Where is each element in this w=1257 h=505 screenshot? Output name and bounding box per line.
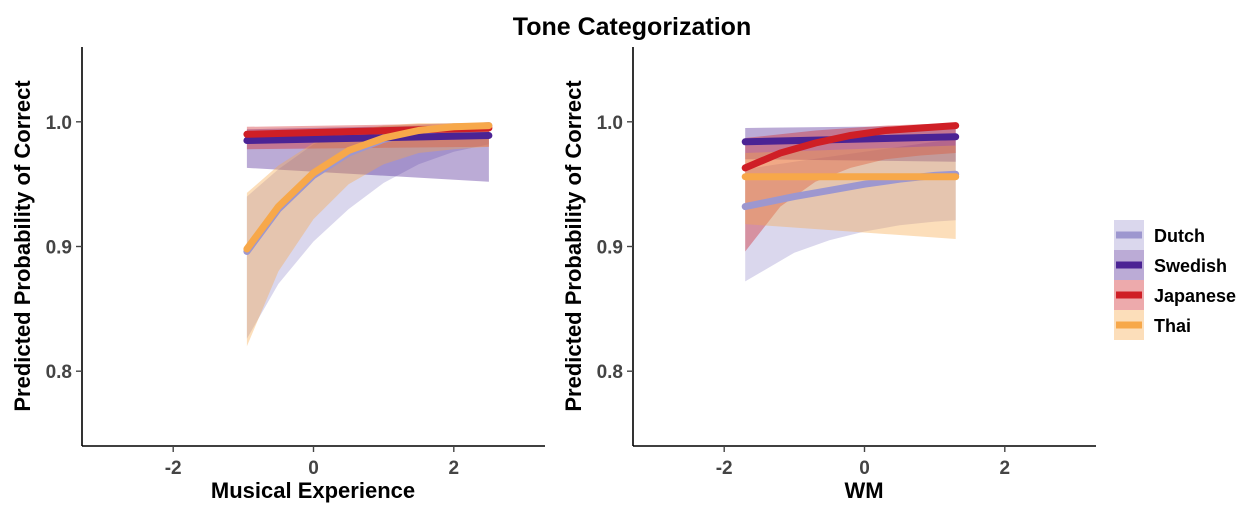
legend-item-swedish: Swedish [1114, 250, 1227, 280]
y-ticks: 0.8 0.9 1.0 [597, 113, 633, 383]
chart-title: Tone Categorization [513, 13, 751, 41]
x-tick-label: 0 [859, 458, 870, 479]
x-tick-label: -2 [165, 458, 182, 479]
legend: Dutch Swedish Japanese Thai [1114, 220, 1236, 340]
y-tick-label: 0.9 [46, 238, 72, 259]
x-tick-label: 2 [1000, 458, 1011, 479]
series-lines [243, 122, 493, 255]
legend-item-japanese: Japanese [1114, 280, 1236, 310]
x-tick-label: -2 [716, 458, 733, 479]
series-line-thai [243, 122, 493, 253]
confidence-bands [246, 123, 489, 347]
series-line-swedish [741, 133, 960, 146]
y-axis-title: Predicted Probability of Correct [561, 80, 586, 412]
y-tick-label: 0.8 [597, 362, 623, 383]
x-ticks: -2 0 2 [165, 446, 459, 479]
y-tick-label: 0.8 [46, 362, 72, 383]
x-tick-label: 0 [308, 458, 319, 479]
x-axis-title: Musical Experience [211, 478, 415, 503]
x-axis-title: WM [844, 478, 883, 503]
ci-band-thai [745, 145, 956, 239]
y-tick-label: 0.9 [597, 238, 623, 259]
legend-label-japanese: Japanese [1154, 286, 1236, 306]
y-ticks: 0.8 0.9 1.0 [46, 113, 82, 383]
y-tick-label: 1.0 [46, 113, 72, 134]
legend-item-thai: Thai [1114, 310, 1191, 340]
x-tick-label: 2 [449, 458, 460, 479]
y-axis-title: Predicted Probability of Correct [10, 80, 35, 412]
y-tick-label: 1.0 [597, 113, 623, 134]
panel-musical-experience: 0.8 0.9 1.0 -2 0 2 Musical Experience Predic… [10, 47, 545, 503]
legend-item-dutch: Dutch [1114, 220, 1205, 250]
series-lines [741, 122, 960, 211]
series-line-swedish [243, 132, 493, 144]
legend-label-dutch: Dutch [1154, 226, 1205, 246]
legend-label-swedish: Swedish [1154, 256, 1227, 276]
series-line-japanese [741, 122, 960, 172]
ci-band-japanese [745, 123, 956, 252]
x-ticks: -2 0 2 [716, 446, 1010, 479]
legend-label-thai: Thai [1154, 316, 1191, 336]
panel-wm: 0.8 0.9 1.0 -2 0 2 WM Predicted Probability … [561, 47, 1096, 503]
